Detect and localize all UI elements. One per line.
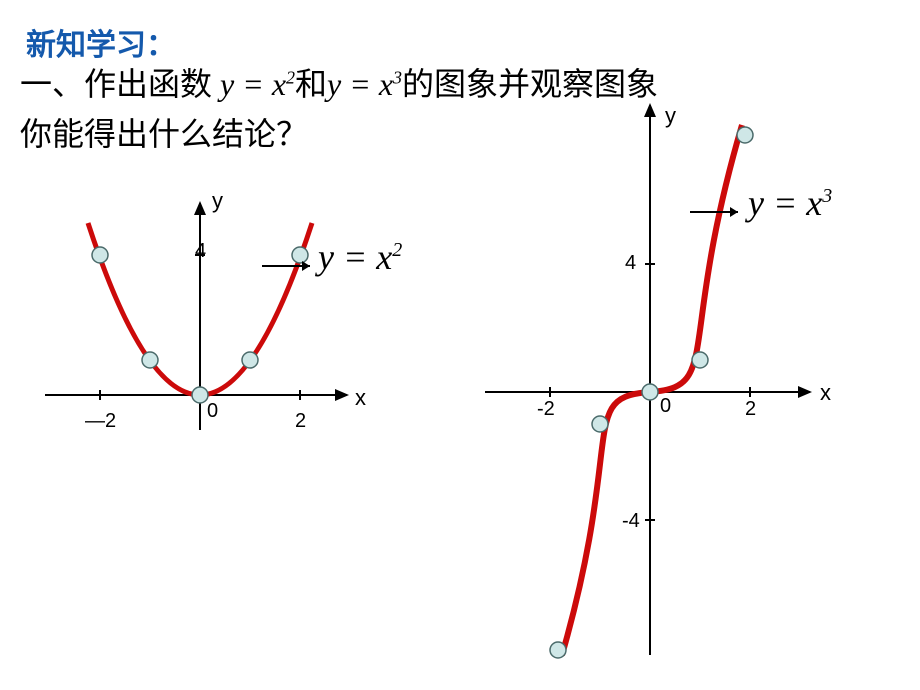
data-point [737,127,753,143]
lbl1-x: x [376,237,392,277]
chart2-ytick-m4: -4 [622,510,640,533]
lbl2-y: y [748,183,764,223]
eq1-y: y [220,66,234,102]
eq2-y: y [327,66,341,102]
chart1-y-label: y [212,188,223,214]
lbl1-exp: 2 [392,239,402,261]
chart2-ytick-4: 4 [625,252,636,275]
chart2-xtick-m2: -2 [537,398,555,421]
data-point [592,416,608,432]
data-point [142,352,158,368]
chart1-ytick-4: 4 [195,240,206,263]
lbl2-x: x [806,183,822,223]
q-mid: 和 [295,66,327,102]
q-prefix: 一、作出函数 [20,66,220,102]
eq2-exp: 3 [393,67,402,87]
lbl1-eq: = [334,237,376,277]
data-point [242,352,258,368]
data-point [692,352,708,368]
eq1-x: x [272,66,286,102]
chart1-xtick-2: 2 [295,410,306,433]
chart2-xtick-0: 0 [660,395,671,418]
chart2-x-label: x [820,380,831,406]
lbl2-exp: 3 [822,185,832,207]
eq2-x: x [379,66,393,102]
chart2-y-label: y [665,103,676,129]
data-point [550,642,566,658]
chart2-xtick-2: 2 [745,398,756,421]
section-header: 新知学习： [26,20,176,64]
eq1-exp: 2 [286,67,295,87]
data-point [642,384,658,400]
lbl2-eq: = [764,183,806,223]
lbl1-y: y [318,237,334,277]
data-point [192,387,208,403]
data-point [92,247,108,263]
chart1-x-label: x [355,385,366,411]
chart1-xtick-0: 0 [207,400,218,423]
eq1-eq: = [234,66,272,102]
label-arrow-1 [260,256,320,276]
q-line2: 你能得出什么结论？ [20,116,308,152]
chart1-xtick-m2: —2 [85,410,116,433]
chart1-label: y = x2 [318,236,402,278]
eq2-eq: = [341,66,379,102]
label-arrow-2 [688,202,748,222]
chart2-label: y = x3 [748,182,832,224]
